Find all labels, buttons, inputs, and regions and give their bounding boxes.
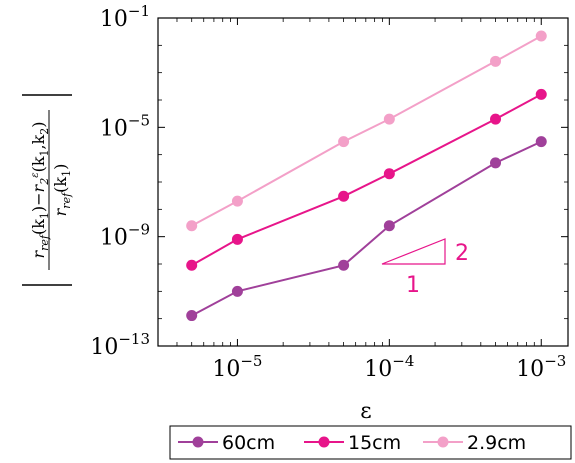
series-15cm (186, 88, 547, 271)
legend-marker (192, 436, 204, 448)
x-tick-label: 10−3 (516, 352, 566, 382)
data-point (231, 195, 243, 207)
data-point (338, 190, 350, 202)
data-point (535, 136, 547, 148)
legend: 60cm 15cm 2.9cm (169, 425, 572, 460)
data-point (535, 30, 547, 42)
data-point (383, 168, 395, 180)
slope-triangle: 1 2 (381, 238, 469, 298)
legend-item-2.9cm: 2.9cm (423, 432, 526, 454)
y-tick-label: 10−9 (100, 221, 150, 251)
plot-frame (157, 17, 569, 347)
legend-item-60cm: 60cm (178, 432, 275, 454)
data-point (490, 157, 502, 169)
legend-item-15cm: 15cm (304, 432, 401, 454)
y-tick-label: 10−13 (90, 330, 150, 360)
legend-label: 2.9cm (467, 432, 526, 454)
legend-label: 15cm (348, 432, 401, 454)
data-point (383, 113, 395, 125)
data-point (383, 220, 395, 232)
legend-marker (318, 436, 330, 448)
data-point (338, 136, 350, 148)
data-point (338, 259, 350, 271)
y-tick-label: 10−1 (100, 2, 150, 32)
slope-rise-label: 2 (455, 241, 469, 266)
slope-run-label: 1 (406, 273, 420, 298)
data-point (535, 88, 547, 100)
x-axis-label: ε (360, 399, 371, 424)
series-2.9cm (186, 30, 547, 232)
data-point (231, 233, 243, 245)
x-tick-label: 10−4 (364, 352, 414, 382)
legend-label: 60cm (222, 432, 275, 454)
data-point (231, 285, 243, 297)
y-tick-label: 10−5 (100, 111, 150, 141)
y-axis-label: rref(k1)−r2ε(k1,k2) rref(k1) (22, 94, 73, 286)
data-point (490, 55, 502, 67)
svg-text:rref(k1)−r2ε(k1,k2): rref(k1)−r2ε(k1,k2) (29, 121, 51, 258)
data-point (186, 259, 198, 271)
data-point (186, 220, 198, 232)
legend-box (169, 425, 572, 460)
series-line (191, 35, 542, 227)
series-layer (186, 30, 547, 322)
svg-text:rref(k1): rref(k1) (51, 164, 73, 217)
data-point (490, 113, 502, 125)
series-line (191, 140, 542, 317)
series-60cm (186, 136, 547, 322)
series-line (191, 93, 542, 267)
x-tick-label: 10−5 (212, 352, 262, 382)
legend-marker (437, 436, 449, 448)
data-point (186, 310, 198, 322)
